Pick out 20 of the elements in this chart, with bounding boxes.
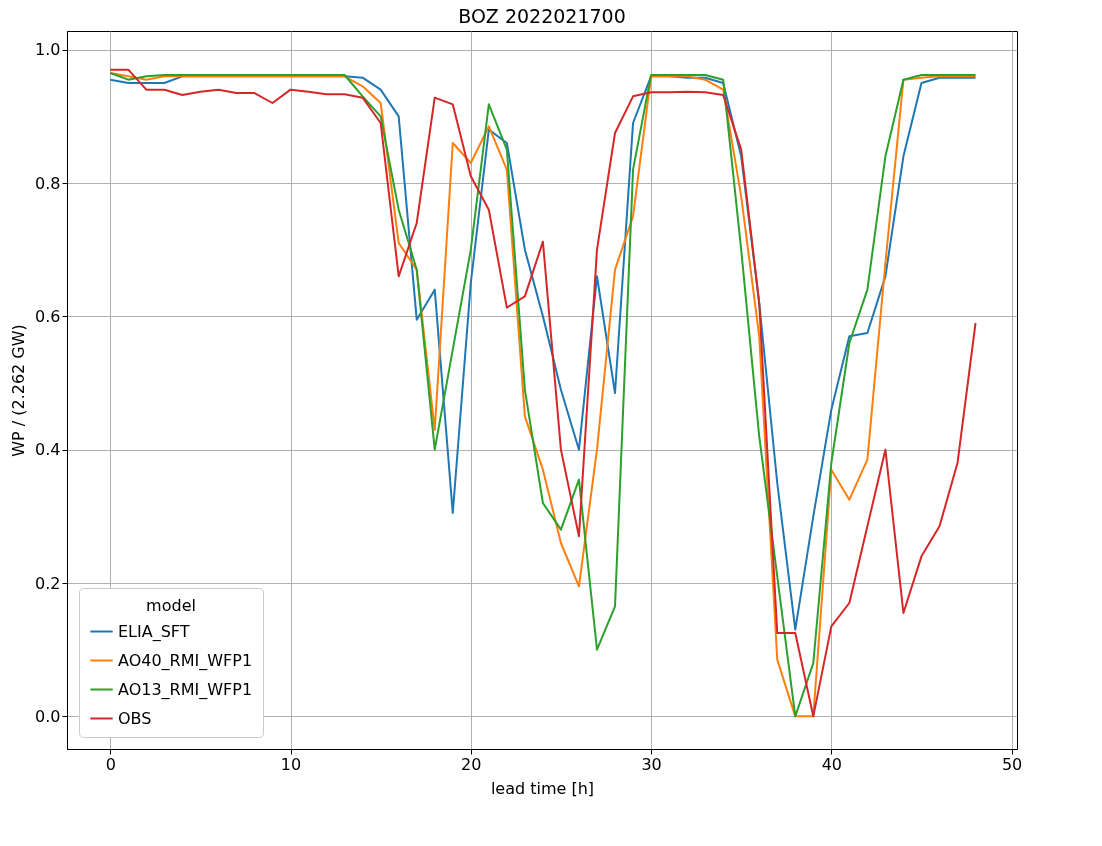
y-tick-label: 0.6 — [35, 306, 61, 326]
legend-label: AO40_RMI_WFP1 — [118, 650, 253, 671]
x-axis-title: lead time [h] — [490, 778, 595, 798]
x-tick-label: 20 — [461, 754, 482, 774]
x-tick-label: 30 — [641, 754, 662, 774]
y-tick-label: 0.0 — [35, 706, 61, 726]
x-tick-label: 40 — [821, 754, 843, 774]
legend-label: AO13_RMI_WFP1 — [118, 679, 253, 700]
legend-title: model — [146, 596, 196, 615]
x-tick-label: 10 — [280, 754, 302, 774]
y-tick-label: 1.0 — [35, 40, 61, 60]
legend-label: OBS — [118, 708, 152, 728]
y-axis-title: WP / (2.262 GW) — [9, 324, 29, 457]
legend-label: ELIA_SFT — [118, 621, 190, 642]
y-tick-label: 0.4 — [35, 440, 61, 460]
y-tick-label: 0.2 — [35, 573, 61, 593]
chart-title: BOZ 2022021700 — [458, 5, 626, 27]
y-tick-label: 0.8 — [35, 173, 61, 193]
x-tick-label: 50 — [1001, 754, 1023, 774]
x-tick-label: 0 — [105, 754, 116, 774]
